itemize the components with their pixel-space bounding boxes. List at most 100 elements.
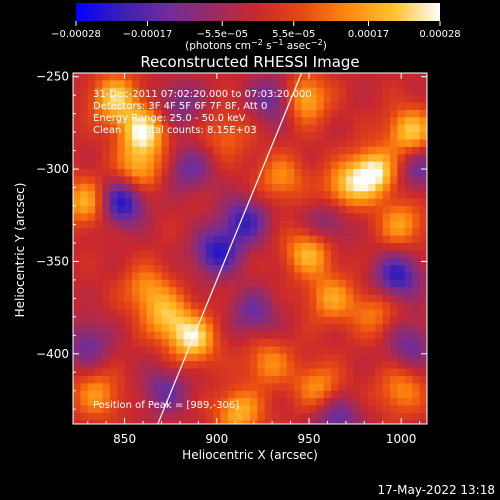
- heatmap-cell: [80, 117, 89, 126]
- heatmap-cell: [176, 398, 185, 407]
- heatmap-cell: [382, 146, 391, 155]
- heatmap-cell: [279, 146, 288, 155]
- heatmap-cell: [331, 257, 339, 266]
- heatmap-cell: [375, 257, 384, 266]
- heatmap-cell: [360, 272, 369, 281]
- heatmap-cell: [161, 242, 170, 251]
- heatmap-cell: [294, 309, 303, 318]
- heatmap-cell: [183, 154, 192, 163]
- heatmap-cell: [168, 154, 177, 163]
- heatmap-cell: [250, 257, 258, 266]
- heatmap-cell: [250, 412, 258, 421]
- heatmap-cell: [124, 346, 133, 355]
- heatmap-cell: [132, 220, 140, 229]
- heatmap-cell: [272, 102, 280, 111]
- heatmap-cell: [294, 235, 303, 244]
- heatmap-cell: [146, 146, 155, 155]
- heatmap-cell: [220, 368, 229, 377]
- heatmap-cell: [309, 191, 317, 200]
- heatmap-cell: [227, 176, 236, 185]
- heatmap-cell: [168, 287, 177, 296]
- heatmap-cell: [323, 176, 332, 185]
- heatmap-cell: [257, 405, 266, 414]
- heatmap-cell: [124, 324, 133, 333]
- heatmap-cell: [286, 383, 295, 392]
- heatmap-cell: [360, 412, 369, 421]
- heatmap-cell: [250, 95, 258, 104]
- heatmap-cell: [124, 339, 133, 347]
- heatmap-cell: [309, 250, 317, 259]
- y-tick-label: −250: [36, 70, 69, 84]
- heatmap-cell: [80, 412, 89, 421]
- heatmap-cell: [95, 257, 103, 266]
- heatmap-cell: [168, 361, 177, 370]
- time-range-text: 31-Dec-2011 07:02:20.000 to 07:03:20.000: [93, 89, 312, 100]
- heatmap-cell: [279, 331, 288, 340]
- heatmap-cell: [382, 375, 391, 384]
- heatmap-cell: [87, 383, 96, 392]
- heatmap-cell: [109, 183, 118, 192]
- heatmap-cell: [353, 412, 362, 421]
- heatmap-cell: [375, 183, 384, 192]
- heatmap-cell: [368, 102, 376, 111]
- heatmap-cell: [227, 279, 236, 288]
- heatmap-cell: [323, 279, 332, 288]
- heatmap-cell: [87, 124, 96, 133]
- heatmap-cell: [412, 294, 421, 303]
- heatmap-cell: [139, 294, 148, 303]
- heatmap-cell: [419, 117, 427, 126]
- heatmap-cell: [205, 124, 214, 133]
- heatmap-cell: [220, 124, 229, 133]
- heatmap-cell: [213, 124, 221, 133]
- heatmap-cell: [286, 220, 295, 229]
- heatmap-cell: [419, 183, 427, 192]
- heatmap-cell: [235, 265, 244, 274]
- heatmap-cell: [382, 272, 391, 281]
- heatmap-cell: [168, 169, 177, 177]
- heatmap-cell: [294, 316, 303, 325]
- heatmap-cell: [316, 213, 325, 222]
- heatmap-cell: [146, 287, 155, 296]
- heatmap-cell: [227, 117, 236, 126]
- heatmap-cell: [73, 102, 81, 111]
- heatmap-cell: [205, 368, 214, 377]
- y-tick-label: −350: [36, 254, 69, 268]
- heatmap-cell: [102, 294, 111, 303]
- heatmap-cell: [132, 375, 140, 384]
- heatmap-cell: [176, 331, 185, 340]
- heatmap-cell: [124, 272, 133, 281]
- heatmap-cell: [80, 154, 89, 163]
- heatmap-cell: [132, 412, 140, 421]
- heatmap-cell: [301, 405, 310, 414]
- heatmap-cell: [390, 375, 398, 384]
- heatmap-cell: [368, 346, 376, 355]
- heatmap-cell: [198, 339, 207, 347]
- heatmap-cell: [213, 353, 221, 362]
- heatmap-cell: [301, 250, 310, 259]
- heatmap-cell: [227, 183, 236, 192]
- heatmap-cell: [227, 390, 236, 399]
- heatmap-cell: [397, 139, 406, 148]
- heatmap-cell: [360, 309, 369, 318]
- heatmap-cell: [80, 228, 89, 237]
- heatmap-cell: [397, 228, 406, 237]
- heatmap-cell: [95, 287, 103, 296]
- heatmap-cell: [198, 242, 207, 251]
- heatmap-cell: [250, 309, 258, 318]
- heatmap-cell: [176, 220, 185, 229]
- heatmap-cell: [360, 102, 369, 111]
- heatmap-cell: [323, 405, 332, 414]
- heatmap-cell: [117, 220, 126, 229]
- heatmap-cell: [191, 346, 199, 355]
- heatmap-cell: [139, 383, 148, 392]
- heatmap-cell: [102, 346, 111, 355]
- heatmap-cell: [309, 161, 317, 170]
- heatmap-cell: [168, 250, 177, 259]
- heatmap-cell: [309, 302, 317, 310]
- heatmap-cell: [353, 339, 362, 347]
- heatmap-cell: [264, 265, 273, 274]
- heatmap-cell: [353, 220, 362, 229]
- heatmap-cell: [375, 95, 384, 104]
- heatmap-cell: [95, 324, 103, 333]
- heatmap-cell: [397, 390, 406, 399]
